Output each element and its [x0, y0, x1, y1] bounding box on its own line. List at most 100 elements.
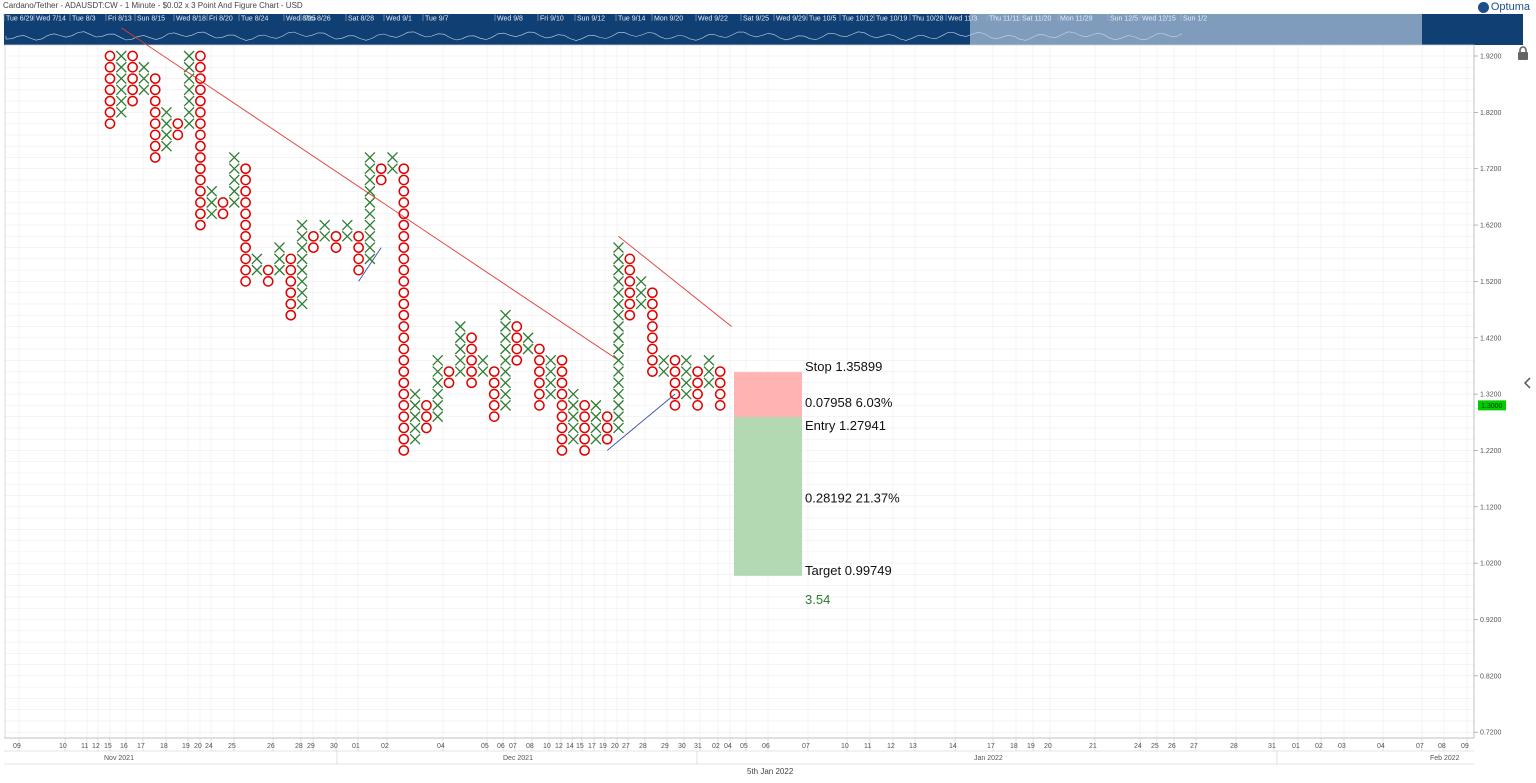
o-box — [353, 253, 364, 265]
x-box — [613, 298, 624, 310]
o-box — [669, 388, 681, 400]
o-box — [127, 95, 138, 107]
trendline — [121, 27, 619, 361]
o-box — [195, 95, 206, 107]
x-stroke — [613, 275, 624, 287]
risk-text: 0.07958 6.03% — [805, 395, 893, 410]
o-box — [692, 366, 703, 377]
day-tick-label: 30 — [330, 743, 338, 750]
day-tick-label: 24 — [205, 743, 213, 750]
x-box — [296, 298, 308, 310]
x-box — [680, 366, 692, 378]
navigator-date-label: Sun 9/12 — [577, 16, 605, 23]
navigator-date-label: Fri 8/13 — [108, 16, 132, 23]
navigator-date-label: Sun 8/15 — [137, 16, 165, 23]
o-box — [624, 276, 636, 287]
x-box — [115, 73, 127, 84]
risk-reward-tool[interactable]: Stop 1.35899 0.07958 6.03% Entry 1.27941 0.… — [734, 359, 900, 607]
o-box — [240, 242, 251, 253]
o-box — [556, 400, 568, 411]
o-box — [398, 276, 410, 287]
x-stroke — [613, 366, 624, 378]
o-box — [714, 400, 726, 411]
navigator-date-label: Thu 8/26 — [303, 16, 331, 23]
x-box — [658, 366, 670, 378]
x-stroke — [296, 287, 308, 299]
x-stroke — [613, 343, 624, 355]
x-box — [364, 253, 376, 265]
x-box — [500, 309, 511, 321]
navigator-date-label: Tue 9/14 — [618, 16, 645, 23]
price-tick-label: 1.2200 — [1480, 448, 1502, 455]
x-stroke — [228, 151, 240, 163]
x-box — [341, 219, 353, 231]
x-box — [228, 174, 240, 186]
x-box — [183, 73, 195, 84]
o-box — [308, 242, 319, 253]
day-tick-label: 17 — [588, 743, 596, 750]
o-box — [421, 400, 432, 411]
x-box — [228, 151, 240, 163]
x-stroke — [613, 354, 624, 366]
chevron-left-icon[interactable] — [1523, 377, 1533, 389]
navigator-date-label: Tue 6/29 — [6, 16, 33, 23]
x-stroke — [183, 106, 195, 118]
x-box — [613, 411, 624, 423]
x-box — [477, 354, 489, 366]
x-stroke — [319, 230, 331, 242]
o-box — [579, 400, 590, 411]
x-box — [409, 388, 421, 400]
day-tick-label: 18 — [160, 743, 168, 750]
x-stroke — [274, 253, 285, 265]
o-box — [647, 366, 658, 377]
entry-label: Entry 1.27941 — [805, 418, 886, 433]
day-tick-label: 15 — [104, 743, 112, 750]
x-box — [500, 399, 511, 411]
x-stroke — [500, 354, 511, 366]
o-box — [240, 174, 251, 186]
x-box — [115, 84, 127, 96]
x-stroke — [296, 275, 308, 287]
price-tick-label: 1.5200 — [1480, 279, 1502, 286]
x-box — [545, 354, 557, 366]
day-tick-label: 07 — [1416, 743, 1424, 750]
day-tick-label: 26 — [267, 743, 275, 750]
x-box — [613, 332, 624, 344]
x-stroke — [161, 118, 172, 130]
x-stroke — [206, 197, 218, 208]
o-box — [149, 107, 161, 118]
o-box — [421, 411, 432, 422]
current-price-label: 1.3000 — [1481, 403, 1503, 410]
o-box — [692, 388, 703, 400]
x-stroke — [522, 343, 534, 355]
date-navigator[interactable]: Tue 6/29 Wed 7/14 Tue 8/3 Fri 8/13 Sun 8/15 W… — [3, 14, 1523, 45]
risk-zone — [734, 372, 802, 417]
price-tick-label: 0.8200 — [1480, 673, 1502, 680]
x-stroke — [613, 377, 624, 389]
x-box — [613, 264, 624, 276]
x-box — [387, 163, 398, 175]
x-stroke — [545, 388, 557, 400]
x-stroke — [319, 219, 331, 231]
day-tick-label: 20 — [194, 743, 202, 750]
price-tick-label: 1.4200 — [1480, 335, 1502, 342]
o-box — [647, 298, 658, 310]
x-box — [296, 219, 308, 231]
x-stroke — [613, 321, 624, 332]
x-stroke — [409, 433, 421, 445]
o-box — [330, 230, 342, 242]
price-tick-label: 0.7200 — [1480, 730, 1502, 737]
x-box — [635, 275, 647, 287]
lock-icon[interactable] — [1517, 46, 1529, 60]
o-box — [104, 95, 116, 107]
date-axis[interactable]: 09 10 11 12 15 16 17 18 19 20 24 25 26 28 29 30 01 02 04 05… — [4, 737, 1474, 776]
x-box — [432, 399, 444, 411]
day-tick-label: 05 — [740, 743, 748, 750]
o-box — [488, 377, 500, 389]
o-box — [195, 107, 206, 118]
x-stroke — [138, 61, 150, 73]
x-box — [454, 366, 466, 378]
o-box — [398, 433, 410, 445]
price-axis[interactable]: 1.9200 1.8200 1.7200 1.6200 1.5200 1.4200 1.32… — [1473, 45, 1506, 738]
